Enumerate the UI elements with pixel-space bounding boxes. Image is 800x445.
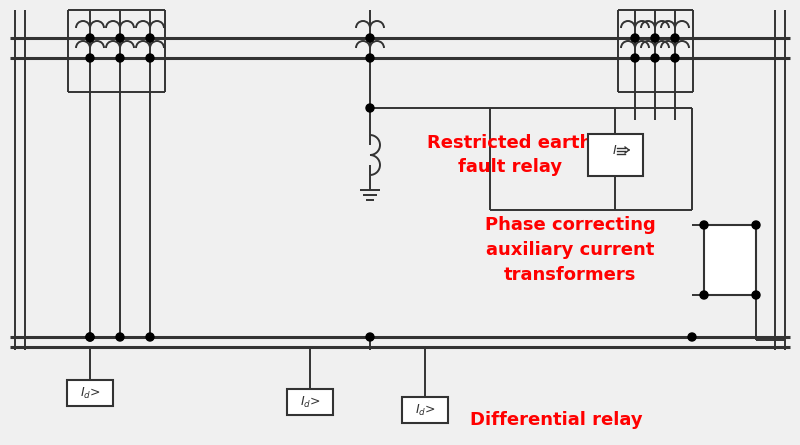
Circle shape bbox=[651, 54, 659, 62]
Circle shape bbox=[366, 333, 374, 341]
Circle shape bbox=[86, 34, 94, 42]
Text: Phase correcting
auxiliary current
transformers: Phase correcting auxiliary current trans… bbox=[485, 216, 655, 284]
Circle shape bbox=[86, 333, 94, 341]
Text: $I_d$>: $I_d$> bbox=[414, 402, 435, 417]
Circle shape bbox=[752, 291, 760, 299]
Circle shape bbox=[700, 221, 708, 229]
Circle shape bbox=[366, 34, 374, 42]
Bar bbox=[402, 397, 448, 423]
Circle shape bbox=[86, 333, 94, 341]
Circle shape bbox=[671, 34, 679, 42]
Text: $I_d$>: $I_d$> bbox=[80, 385, 100, 400]
Text: $I_d$>: $I_d$> bbox=[300, 394, 320, 409]
Circle shape bbox=[631, 34, 639, 42]
Circle shape bbox=[752, 221, 760, 229]
Circle shape bbox=[700, 291, 708, 299]
Circle shape bbox=[146, 333, 154, 341]
Text: Restricted earth
fault relay: Restricted earth fault relay bbox=[427, 134, 593, 177]
Circle shape bbox=[366, 54, 374, 62]
Circle shape bbox=[116, 34, 124, 42]
Bar bbox=[67, 380, 113, 406]
Circle shape bbox=[116, 333, 124, 341]
Text: $I$: $I$ bbox=[612, 143, 618, 157]
Circle shape bbox=[86, 54, 94, 62]
Circle shape bbox=[366, 104, 374, 112]
Bar bbox=[587, 134, 642, 176]
Circle shape bbox=[146, 34, 154, 42]
Bar bbox=[704, 225, 756, 295]
Bar bbox=[287, 389, 333, 415]
Circle shape bbox=[671, 54, 679, 62]
Text: Differential relay: Differential relay bbox=[470, 411, 642, 429]
Circle shape bbox=[651, 34, 659, 42]
Circle shape bbox=[116, 54, 124, 62]
Circle shape bbox=[631, 54, 639, 62]
Circle shape bbox=[146, 54, 154, 62]
Circle shape bbox=[688, 333, 696, 341]
